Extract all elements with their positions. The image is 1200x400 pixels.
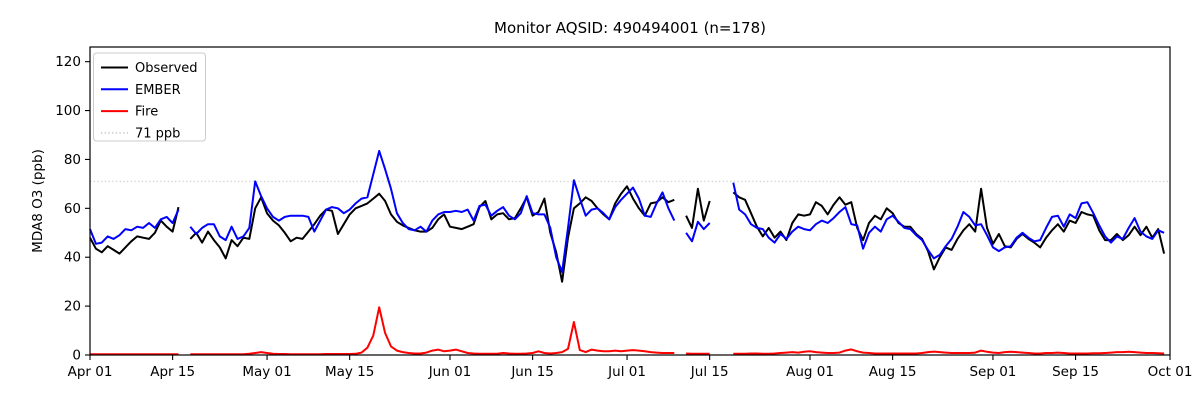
x-axis-tick-label: Apr 01 [68, 364, 113, 380]
y-axis-label: MDA8 O3 (ppb) [30, 149, 46, 253]
x-axis-tick-label: Sep 15 [1052, 364, 1099, 380]
y-axis-tick-label: 80 [64, 152, 81, 168]
observed-line [89, 185, 1166, 283]
chart-title: Monitor AQSID: 490494001 (n=178) [494, 19, 766, 37]
legend-label-71-ppb: 71 ppb [135, 127, 180, 142]
x-axis-tick-label: Aug 01 [786, 364, 834, 380]
x-axis-tick-label: Jun 01 [428, 364, 472, 380]
y-axis-tick-label: 60 [64, 201, 81, 217]
y-axis-tick-label: 100 [55, 103, 81, 119]
x-axis-tick-label: May 15 [325, 364, 374, 380]
legend-label-fire: Fire [135, 105, 158, 120]
x-axis-tick-label: Jun 15 [510, 364, 554, 380]
x-axis-tick-label: Apr 15 [150, 364, 195, 380]
x-axis-tick-label: Oct 01 [1148, 364, 1193, 380]
plot-border [89, 46, 1171, 356]
x-axis-tick-label: Sep 01 [969, 364, 1016, 380]
y-axis-tick-label: 20 [64, 299, 81, 315]
fire-line [90, 306, 1165, 356]
y-axis-tick-label: 40 [64, 250, 81, 266]
legend-label-observed: Observed [135, 61, 198, 76]
plot-area: Apr 01 Apr 15 May 01 May 15 Jun 01 Jun 15 Jul … [55, 46, 1193, 380]
x-axis-tick-label: Jul 15 [690, 364, 729, 380]
x-axis-tick-label: Aug 15 [869, 364, 917, 380]
y-axis-tick-label: 0 [72, 348, 81, 364]
x-axis-tick-label: May 01 [242, 364, 291, 380]
y-axis-tick-label: 120 [55, 54, 81, 70]
legend-box [93, 52, 206, 142]
x-axis-tick-label: Jul 01 [607, 364, 646, 380]
ember-line [89, 149, 1165, 273]
legend-label-ember: EMBER [135, 83, 181, 98]
